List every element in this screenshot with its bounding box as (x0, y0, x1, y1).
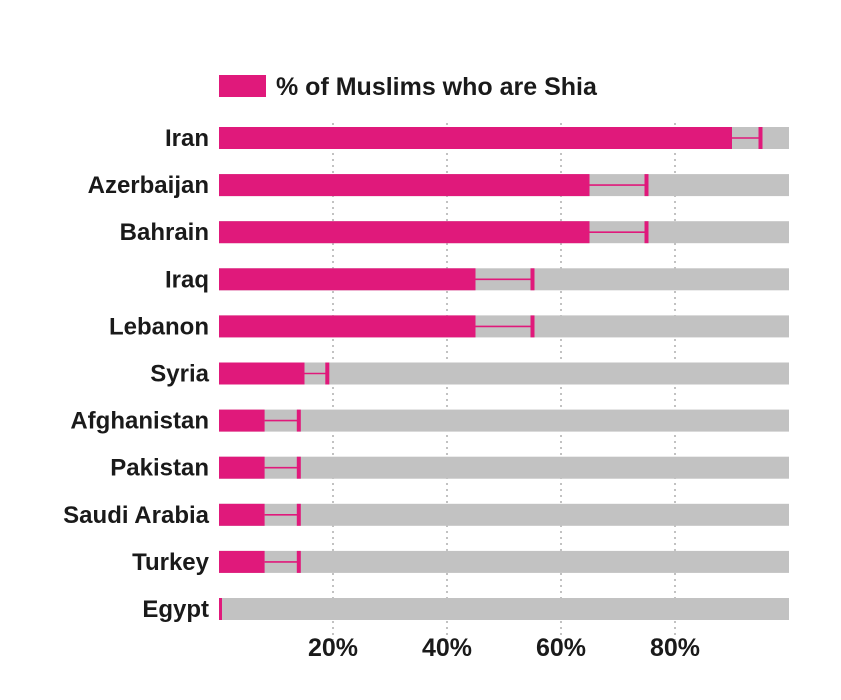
category-label: Saudi Arabia (63, 502, 209, 529)
range-cap (296, 503, 301, 526)
bars (219, 127, 789, 620)
category-label: Azerbaijan (88, 172, 209, 199)
x-tick-label: 80% (650, 634, 700, 662)
category-label: Lebanon (109, 313, 209, 340)
category-labels: Iran Azerbaijan Bahrain Iraq Lebanon Syria Afg… (63, 125, 209, 623)
category-label: Egypt (142, 596, 209, 623)
range-cap (644, 221, 649, 244)
range-cap (296, 409, 301, 432)
category-label: Syria (150, 361, 209, 388)
bar (219, 409, 265, 432)
category-label: Bahrain (120, 219, 209, 246)
bar-track (219, 550, 789, 573)
bar (219, 268, 476, 291)
bar (219, 174, 590, 197)
range-cap (325, 362, 330, 385)
category-label: Afghanistan (70, 408, 209, 435)
legend-swatch (219, 75, 266, 97)
bar-track (219, 503, 789, 526)
x-tick-label: 40% (422, 634, 472, 662)
bar (219, 598, 222, 620)
bar (219, 221, 590, 244)
range-cap (758, 127, 763, 149)
bar-track (219, 456, 789, 479)
category-label: Iran (165, 125, 209, 152)
bar (219, 550, 265, 573)
category-label: Pakistan (110, 455, 209, 482)
legend: % of Muslims who are Shia (219, 73, 598, 101)
bar (219, 315, 476, 338)
x-tick-label: 60% (536, 634, 586, 662)
range-cap (296, 550, 301, 573)
legend-label: % of Muslims who are Shia (276, 73, 598, 101)
category-label: Iraq (165, 266, 209, 293)
category-label: Turkey (132, 549, 210, 576)
x-tick-label: 20% (308, 634, 358, 662)
bar-track (219, 409, 789, 432)
bar (219, 362, 305, 385)
range-cap (530, 268, 535, 291)
bar-track (219, 362, 789, 385)
bar (219, 456, 265, 479)
bar (219, 503, 265, 526)
bar-track (219, 598, 789, 620)
range-cap (530, 315, 535, 338)
range-cap (296, 456, 301, 479)
bar (219, 127, 732, 149)
range-cap (644, 174, 649, 197)
x-axis-ticks: 20% 40% 60% 80% (308, 634, 700, 662)
